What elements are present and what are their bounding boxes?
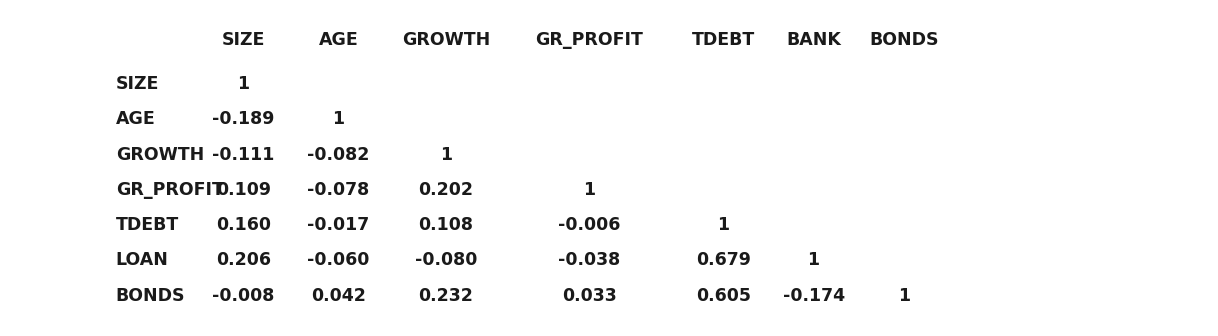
Text: -0.017: -0.017 [307,216,370,234]
Text: 0.109: 0.109 [216,181,272,199]
Text: -0.006: -0.006 [558,216,621,234]
Text: -0.082: -0.082 [307,145,370,164]
Text: 0.679: 0.679 [695,251,752,269]
Text: BONDS: BONDS [116,287,185,305]
Text: -0.008: -0.008 [212,287,275,305]
Text: 1: 1 [898,287,910,305]
Text: TDEBT: TDEBT [692,31,755,49]
Text: 1: 1 [440,145,452,164]
Text: 0.108: 0.108 [418,216,474,234]
Text: GR_PROFIT: GR_PROFIT [116,181,224,199]
Text: 0.232: 0.232 [418,287,474,305]
Text: -0.111: -0.111 [212,145,275,164]
Text: -0.078: -0.078 [307,181,370,199]
Text: -0.189: -0.189 [212,110,275,128]
Text: GR_PROFIT: GR_PROFIT [536,31,643,49]
Text: LOAN: LOAN [116,251,168,269]
Text: 1: 1 [333,110,345,128]
Text: 0.160: 0.160 [216,216,272,234]
Text: -0.060: -0.060 [307,251,370,269]
Text: 1: 1 [583,181,596,199]
Text: -0.038: -0.038 [558,251,621,269]
Text: 0.605: 0.605 [695,287,752,305]
Text: AGE: AGE [116,110,156,128]
Text: 0.206: 0.206 [216,251,272,269]
Text: 1: 1 [717,216,730,234]
Text: AGE: AGE [319,31,358,49]
Text: SIZE: SIZE [222,31,266,49]
Text: BANK: BANK [786,31,842,49]
Text: SIZE: SIZE [116,75,160,93]
Text: 0.033: 0.033 [563,287,616,305]
Text: 0.042: 0.042 [311,287,367,305]
Text: -0.080: -0.080 [414,251,477,269]
Text: 0.202: 0.202 [418,181,474,199]
Text: BONDS: BONDS [868,31,939,49]
Text: 1: 1 [808,251,820,269]
Text: GROWTH: GROWTH [402,31,490,49]
Text: -0.174: -0.174 [782,287,845,305]
Text: 1: 1 [238,75,250,93]
Text: GROWTH: GROWTH [116,145,203,164]
Text: TDEBT: TDEBT [116,216,179,234]
